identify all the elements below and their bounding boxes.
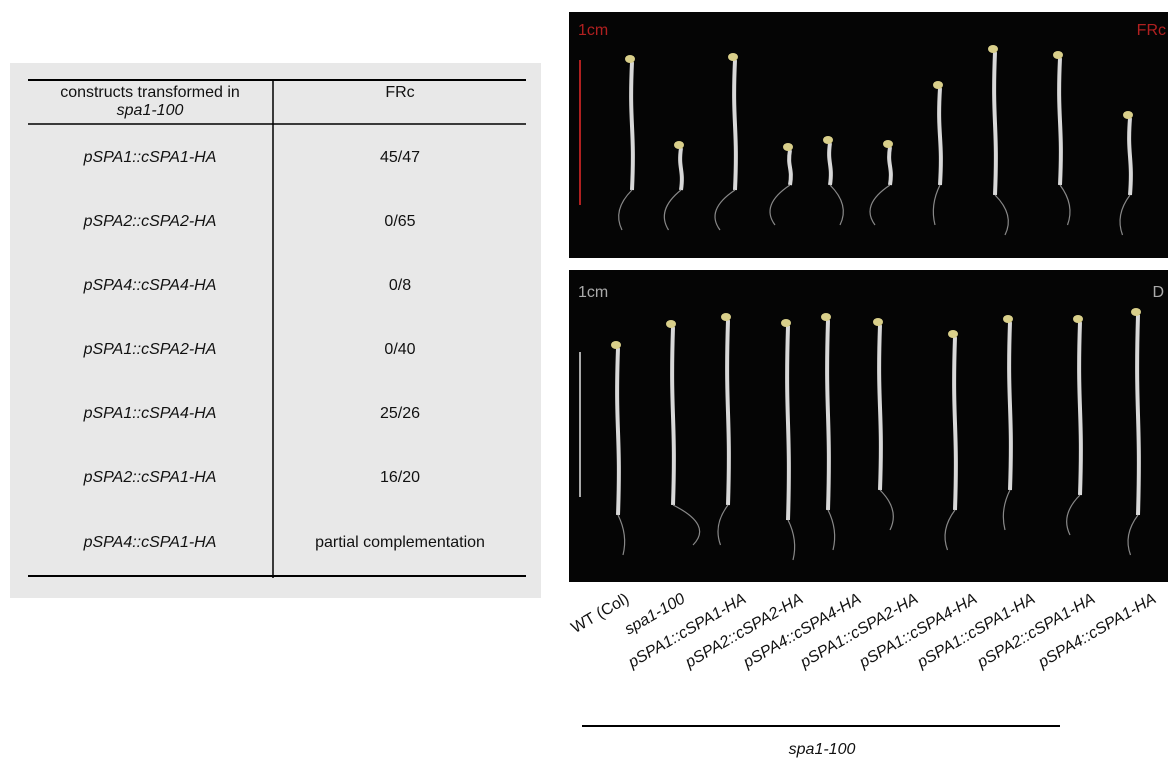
cotyledon [611,341,621,349]
lane-label: pSPA4::cSPA1-HA [1035,590,1159,672]
condition-label: D [1152,284,1164,301]
hypocotyl [994,52,996,195]
hypocotyl [789,150,791,185]
header-cell: FRc [385,84,414,101]
hypocotyl [787,326,789,520]
hypocotyl [879,325,881,490]
cotyledon [721,313,731,321]
lane-labels: WT (Col)spa1-100pSPA1::cSPA1-HApSPA2::cS… [568,590,1159,672]
cotyledon [625,55,635,63]
hypocotyl [1009,322,1011,490]
cotyledon [783,143,793,151]
result-cell: 16/20 [380,469,420,486]
scale-label: 1cm [578,22,608,39]
cotyledon [1123,111,1133,119]
header-cell: spa1-100 [117,102,184,119]
cotyledon [873,318,883,326]
result-cell: 0/8 [389,277,411,294]
cotyledon [674,141,684,149]
cotyledon [1131,308,1141,316]
hypocotyl [1129,118,1131,195]
hypocotyl [939,88,941,185]
cotyledon [728,53,738,61]
hypocotyl [1079,322,1081,495]
scale-label: 1cm [578,284,608,301]
construct-cell: pSPA2::cSPA1-HA [83,469,217,486]
cotyledon [933,81,943,89]
cotyledon [1053,51,1063,59]
construct-cell: pSPA1::cSPA1-HA [83,149,217,166]
hypocotyl [727,320,729,505]
result-cell: 0/65 [384,213,415,230]
construct-cell: pSPA1::cSPA2-HA [83,341,217,358]
table-background [10,63,541,598]
construct-cell: pSPA2::cSPA2-HA [83,213,217,230]
hypocotyl [617,348,619,515]
result-cell: 25/26 [380,405,420,422]
hypocotyl [1137,315,1139,515]
lane-label: WT (Col) [568,590,632,637]
hypocotyl [680,148,682,190]
group-label: spa1-100 [789,741,856,758]
cotyledon [1073,315,1083,323]
cotyledon [781,319,791,327]
hypocotyl [889,147,891,185]
cotyledon [1003,315,1013,323]
hypocotyl [672,327,674,505]
hypocotyl [631,62,633,190]
hypocotyl [827,320,829,510]
hypocotyl [829,143,831,185]
result-cell: 45/47 [380,149,420,166]
construct-cell: pSPA1::cSPA4-HA [83,405,217,422]
hypocotyl [734,60,736,190]
hypocotyl [954,337,956,510]
hypocotyl [1059,58,1061,185]
construct-cell: pSPA4::cSPA4-HA [83,277,217,294]
cotyledon [988,45,998,53]
construct-cell: pSPA4::cSPA1-HA [83,534,217,551]
cotyledon [666,320,676,328]
condition-label: FRc [1137,22,1166,39]
result-cell: 0/40 [384,341,415,358]
result-cell: partial complementation [315,534,485,551]
cotyledon [823,136,833,144]
photo-panel [569,12,1168,258]
cotyledon [948,330,958,338]
header-cell: constructs transformed in [60,84,240,101]
cotyledon [883,140,893,148]
cotyledon [821,313,831,321]
figure: constructs transformed in spa1-100 FRc p… [0,0,1168,762]
